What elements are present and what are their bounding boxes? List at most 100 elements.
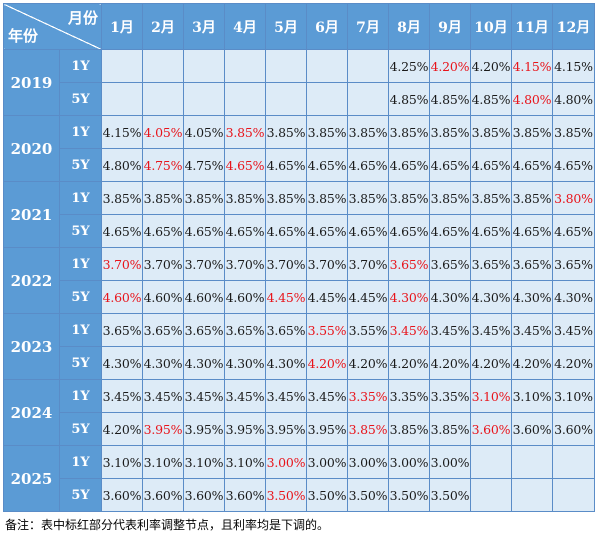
- rate-cell: 4.65%: [306, 214, 348, 248]
- rate-cell: [183, 49, 225, 83]
- rate-cell-adjusted: 3.35%: [347, 379, 389, 413]
- rate-cell: 3.45%: [142, 379, 184, 413]
- table-row: 2019 1Y 4.25% 4.20% 4.20% 4.15% 4.15%: [3, 49, 595, 116]
- rate-cell-adjusted: 4.65%: [224, 148, 266, 182]
- term-cell: 5Y: [59, 280, 102, 314]
- rate-cell: 4.30%: [470, 280, 512, 314]
- rate-cell: [265, 49, 307, 83]
- rate-cell: 3.65%: [511, 247, 553, 281]
- rate-cell: 3.65%: [224, 313, 266, 347]
- rate-cell: 4.85%: [388, 82, 430, 116]
- rate-cell: 3.45%: [511, 313, 553, 347]
- table-row: 5Y 4.65% 4.65% 4.65% 4.65% 4.65% 4.65% 4.65% 4.6…: [4, 214, 595, 248]
- rate-cell: 4.15%: [552, 49, 595, 83]
- table-row: 2021 1Y 3.85% 3.85% 3.85% 3.85% 3.85% 3.85% 3.85…: [3, 181, 595, 248]
- rate-cell: 3.85%: [347, 115, 389, 149]
- rate-cell: [347, 49, 389, 83]
- rate-cell: 4.65%: [265, 148, 307, 182]
- rate-cell: 3.45%: [183, 379, 225, 413]
- rate-cell: 3.85%: [306, 181, 348, 215]
- rate-cell: 3.85%: [265, 181, 307, 215]
- rate-cell: 3.50%: [306, 478, 348, 512]
- month-header: 9月: [429, 3, 471, 50]
- rate-cell-adjusted: 4.60%: [101, 280, 143, 314]
- table-row: 2020 1Y 4.15% 4.05% 4.05% 3.85% 3.85% 3.85% 3.85…: [3, 115, 595, 182]
- rate-cell: 4.05%: [183, 115, 225, 149]
- rate-cell: 3.85%: [388, 115, 430, 149]
- rate-cell: 4.20%: [347, 346, 389, 380]
- rate-cell: [142, 82, 184, 116]
- year-cell: 2025: [3, 445, 60, 512]
- rate-cell: 3.85%: [347, 181, 389, 215]
- table-row: 2024 1Y 3.45% 3.45% 3.45% 3.45% 3.45% 3.45% 3.35…: [3, 379, 595, 446]
- rate-cell: 3.70%: [347, 247, 389, 281]
- table-row: 5Y 4.80% 4.75% 4.75% 4.65% 4.65% 4.65% 4.65% 4.6…: [4, 148, 595, 182]
- rate-cell: 3.65%: [429, 247, 471, 281]
- rate-cell-adjusted: 4.05%: [142, 115, 184, 149]
- rate-cell: 4.65%: [429, 214, 471, 248]
- year-cell: 2020: [3, 115, 60, 182]
- rate-cell: 4.60%: [183, 280, 225, 314]
- rate-cell: 3.95%: [306, 412, 348, 446]
- rate-cell: [306, 49, 348, 83]
- rate-cell: 3.45%: [265, 379, 307, 413]
- rate-cell-adjusted: 4.75%: [142, 148, 184, 182]
- lpr-rate-table: 月份 年份 1月 2月 3月 4月 5月 6月 7月 8月 9月 10月 11月…: [3, 3, 595, 512]
- rate-cell: 3.85%: [511, 181, 553, 215]
- rate-cell: 4.30%: [552, 280, 595, 314]
- rate-cell-adjusted: 3.95%: [142, 412, 184, 446]
- rate-cell: 3.85%: [429, 412, 471, 446]
- rate-cell-adjusted: 4.15%: [511, 49, 553, 83]
- month-header: 8月: [388, 3, 430, 50]
- rate-cell: 3.65%: [183, 313, 225, 347]
- term-cell: 1Y: [59, 115, 102, 149]
- rate-cell: 3.85%: [429, 181, 471, 215]
- rate-cell: 3.10%: [183, 445, 225, 479]
- month-header: 7月: [347, 3, 389, 50]
- month-header: 2月: [142, 3, 184, 50]
- rate-cell-adjusted: 3.50%: [265, 478, 307, 512]
- rate-cell-adjusted: 3.70%: [101, 247, 143, 281]
- term-cell: 5Y: [59, 82, 102, 116]
- rate-cell: 4.65%: [347, 214, 389, 248]
- month-header: 4月: [224, 3, 266, 50]
- rate-cell: 3.10%: [511, 379, 553, 413]
- rate-cell: 3.70%: [265, 247, 307, 281]
- rate-cell: 4.65%: [552, 214, 595, 248]
- rate-cell: [183, 82, 225, 116]
- rate-cell: 4.30%: [265, 346, 307, 380]
- table-row: 5Y 3.60% 3.60% 3.60% 3.60% 3.50% 3.50% 3.50% 3.5…: [4, 478, 595, 512]
- rate-cell: [552, 478, 595, 512]
- rate-cell: 3.60%: [511, 412, 553, 446]
- rate-cell: 4.30%: [429, 280, 471, 314]
- lpr-table-wrapper: 月份 年份 1月 2月 3月 4月 5月 6月 7月 8月 9月 10月 11月…: [3, 3, 595, 512]
- month-header: 5月: [265, 3, 307, 50]
- month-header: 11月: [511, 3, 553, 50]
- rate-cell: 4.75%: [183, 148, 225, 182]
- rate-cell: 3.00%: [429, 445, 471, 479]
- rate-cell: 3.60%: [183, 478, 225, 512]
- rate-cell: 4.85%: [470, 82, 512, 116]
- rate-cell-adjusted: 4.20%: [429, 49, 471, 83]
- rate-cell: 3.45%: [101, 379, 143, 413]
- rate-cell: 4.20%: [552, 346, 595, 380]
- rate-cell: 4.15%: [101, 115, 143, 149]
- rate-cell: 3.45%: [552, 313, 595, 347]
- rate-cell: 3.10%: [101, 445, 143, 479]
- rate-cell: 4.20%: [388, 346, 430, 380]
- rate-cell: 3.60%: [101, 478, 143, 512]
- rate-cell: 3.70%: [142, 247, 184, 281]
- corner-year-label: 年份: [8, 27, 39, 45]
- rate-cell: 4.85%: [429, 82, 471, 116]
- year-cell: 2022: [3, 247, 60, 314]
- corner-header: 月份 年份: [3, 3, 102, 50]
- rate-cell: 4.65%: [142, 214, 184, 248]
- year-cell: 2019: [3, 49, 60, 116]
- header-row: 月份 年份 1月 2月 3月 4月 5月 6月 7月 8月 9月 10月 11月…: [3, 3, 595, 50]
- term-cell: 5Y: [59, 148, 102, 182]
- year-cell: 2024: [3, 379, 60, 446]
- rate-cell: 3.00%: [388, 445, 430, 479]
- rate-cell-adjusted: 3.60%: [470, 412, 512, 446]
- rate-cell-adjusted: 3.00%: [265, 445, 307, 479]
- rate-cell: 4.65%: [388, 214, 430, 248]
